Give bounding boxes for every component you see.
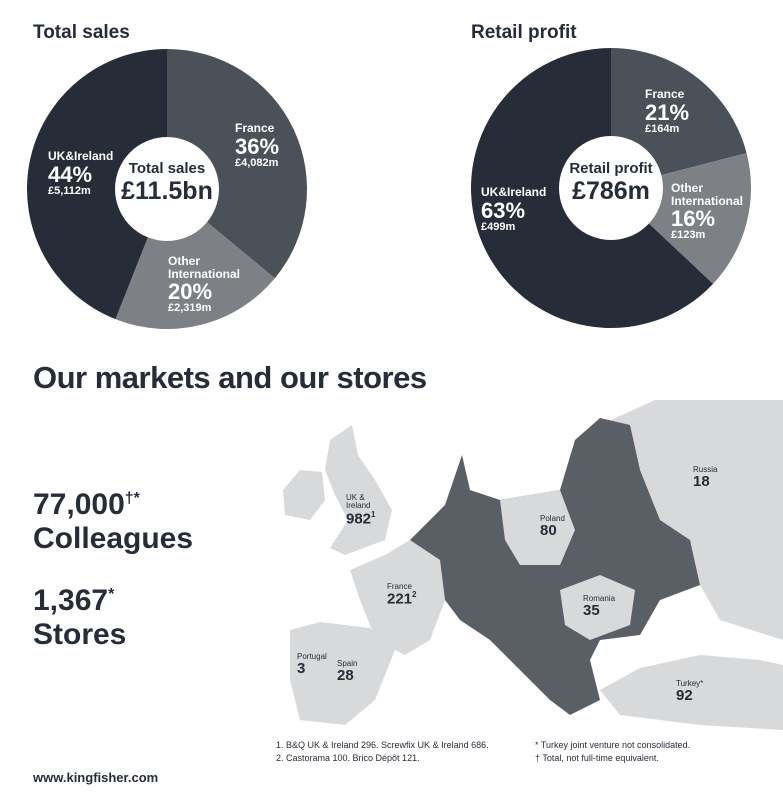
pie-hole xyxy=(115,137,219,241)
country-count: 3 xyxy=(297,660,306,678)
country-count: 92 xyxy=(676,687,693,705)
uk-region xyxy=(325,425,392,555)
iberia-region xyxy=(290,622,395,725)
slice-value: £164m xyxy=(645,122,680,135)
slice-name: Other International xyxy=(671,181,744,208)
pie-slice-uk-ireland xyxy=(27,48,167,320)
footnote-turkey: * Turkey joint venture not consolidated. xyxy=(535,740,691,750)
country-name: Russia xyxy=(693,465,718,474)
retail-profit-pie xyxy=(471,48,751,329)
pie-center-label: Total sales xyxy=(128,160,206,177)
slice-value: £4,082m xyxy=(235,156,279,169)
country-name: Poland xyxy=(540,514,565,523)
slice-percent: 63% xyxy=(481,197,526,223)
pie-center-value: £786m xyxy=(572,177,650,205)
europe-map xyxy=(283,400,783,730)
website-link[interactable]: www.kingfisher.com xyxy=(33,770,159,785)
pie-slice-france xyxy=(167,49,307,279)
slice-name: Other International xyxy=(168,254,241,281)
retail-profit-title: Retail profit xyxy=(471,22,577,43)
romania-region xyxy=(560,575,635,640)
markets-title: Our markets and our stores xyxy=(33,360,427,395)
slice-name: UK&Ireland xyxy=(481,185,547,199)
country-name: France xyxy=(387,582,412,591)
slice-percent: 44% xyxy=(48,161,93,187)
stores-stat: 1,367* Stores xyxy=(33,578,126,652)
slice-value: £123m xyxy=(671,229,706,242)
pie-center-label: Retail profit xyxy=(569,160,653,177)
country-name: Portugal xyxy=(297,652,327,661)
slice-name: UK&Ireland xyxy=(48,149,114,163)
total-sales-pie xyxy=(27,48,307,329)
country-count: 221 xyxy=(387,590,413,608)
slice-name: France xyxy=(235,121,275,135)
slice-value: £5,112m xyxy=(48,184,91,197)
footnote-1: 1. B&Q UK & Ireland 296. Screwfix UK & I… xyxy=(276,740,489,750)
footnote-dagger: † Total, not full-time equivalent. xyxy=(535,753,659,763)
footnote-mark: 1 xyxy=(371,509,376,519)
colleagues-value: 77,000 xyxy=(33,488,125,521)
country-count: 35 xyxy=(583,602,600,620)
pie-center-value: £11.5bn xyxy=(121,177,213,205)
total-sales-title: Total sales xyxy=(33,22,130,43)
country-name: Turkey* xyxy=(676,679,704,688)
country-count: 982 xyxy=(346,510,372,528)
footnote-mark: * xyxy=(108,586,115,603)
country-count: 28 xyxy=(337,667,354,685)
central-europe-region xyxy=(410,418,700,715)
country-count: 80 xyxy=(540,522,557,540)
pie-hole xyxy=(559,136,663,240)
slice-percent: 36% xyxy=(235,133,280,159)
ireland-region xyxy=(283,470,325,520)
france-region xyxy=(350,540,445,655)
turkey-region xyxy=(600,655,783,730)
country-name: Romania xyxy=(583,594,616,603)
slice-value: £499m xyxy=(481,220,516,233)
slice-name: France xyxy=(645,87,685,101)
russia-region xyxy=(600,400,783,640)
stores-value: 1,367 xyxy=(33,584,109,617)
footnote-mark: 2 xyxy=(412,590,417,600)
country-count: 18 xyxy=(693,473,710,491)
slice-percent: 21% xyxy=(645,99,690,125)
slice-percent: 16% xyxy=(671,206,716,232)
colleagues-label: Colleagues xyxy=(33,522,194,555)
poland-region xyxy=(500,490,575,565)
pie-charts xyxy=(27,48,751,329)
country-name: Spain xyxy=(337,659,358,668)
slice-value: £2,319m xyxy=(168,302,212,315)
footnote-2: 2. Castorama 100. Brico Dépôt 121. xyxy=(276,753,420,763)
stores-label: Stores xyxy=(33,618,127,651)
footnote-mark: †* xyxy=(124,490,140,507)
colleagues-stat: 77,000†* Colleagues xyxy=(33,482,193,556)
country-name: UK & Ireland xyxy=(346,493,371,511)
slice-percent: 20% xyxy=(168,279,213,305)
